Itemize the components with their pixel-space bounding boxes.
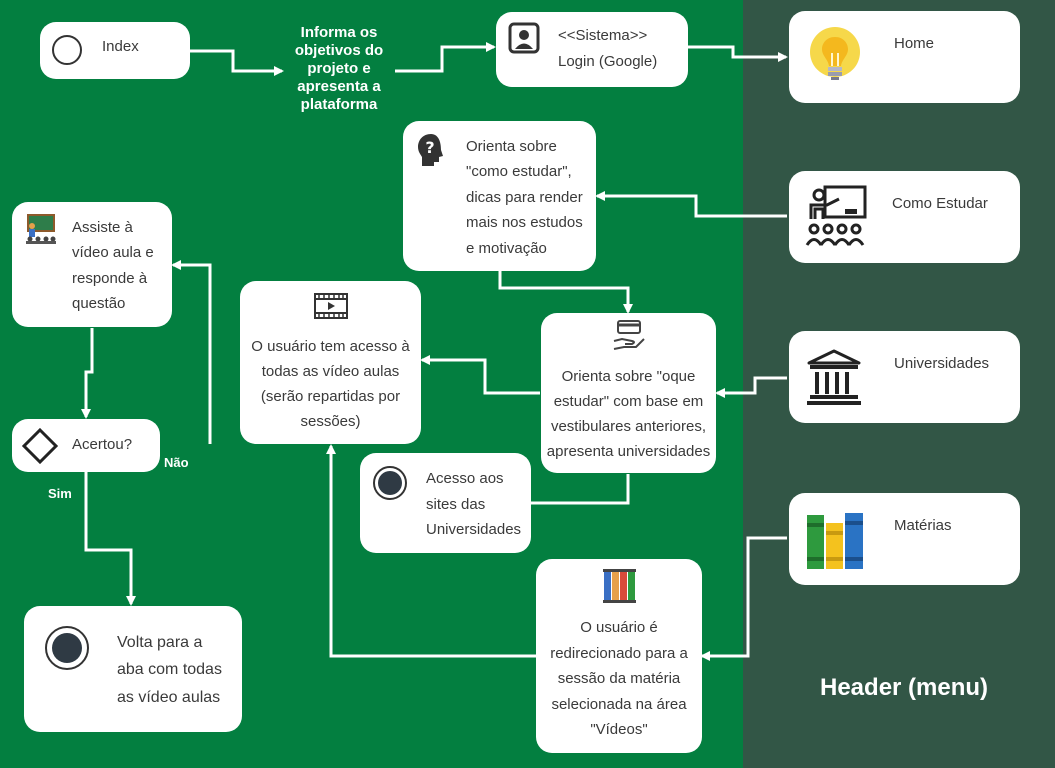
edge-label-nao: Não [164,455,189,470]
edge-oque-acesso [531,474,630,505]
edge-oque-videos [420,355,540,395]
volta-line: aba com todas [117,661,222,678]
video-aulas-line: sessões) [300,413,361,430]
orienta-oque-line: estudar" com base em [553,393,704,410]
redirecionado-line: sessão da matéria [557,670,681,687]
redirecionado-line: "Vídeos" [590,721,648,738]
video-film-icon [314,293,348,319]
objectives-text: Informa os objetivos do projeto e aprese… [284,24,394,114]
start-icon [52,35,82,65]
decision-diamond-icon [22,428,58,464]
acesso-sites-line: Acesso aos [426,470,504,487]
assiste-line: vídeo aula e [72,244,154,261]
head-question-icon: ? [418,134,443,166]
objectives-line: plataforma [300,96,378,113]
edge-login-home [688,45,788,62]
edge-acertou-volta [84,472,136,606]
objectives-line: projeto e [307,60,371,77]
end-icon [373,466,407,500]
home-label: Home [894,35,935,52]
universidades-label: Universidades [894,355,990,372]
user-icon [508,22,540,54]
acesso-sites-line: Universidades [426,521,522,538]
video-aulas-line: (serão repartidas por [260,388,401,405]
edge-index-objectives [190,49,284,76]
redirecionado-line: redirecionado para a [550,645,688,662]
materias-menu-item[interactable]: Matérias [789,493,1020,585]
home-menu-item[interactable]: Home [789,11,1020,103]
assiste-line: responde à [72,270,148,287]
books-colored-icon [603,569,636,603]
assiste-line: questão [72,295,126,312]
edge-orienta-oque [498,270,633,314]
edge-materias-redir [700,536,787,661]
orienta-oque-line: Orienta sobre "oque [561,368,696,385]
video-aulas-node[interactable]: O usuário tem acesso à todas as vídeo au… [240,281,421,444]
edge-comoestudar-orienta [595,191,787,218]
edge-universidades-oque [715,376,787,398]
como-estudar-label: Como Estudar [892,195,988,212]
como-estudar-menu-item[interactable]: Como Estudar [789,171,1020,263]
assiste-line: Assiste à [72,219,133,236]
login-stereotype: <<Sistema>> [558,27,648,44]
acesso-sites-line: sites das [426,496,486,513]
orienta-estudar-line: "como estudar", [466,163,572,180]
edge-redir-videos [326,444,536,658]
lightbulb-icon [810,27,860,80]
login-node[interactable]: <<Sistema>> Login (Google) [496,12,688,87]
universidades-menu-item[interactable]: Universidades [789,331,1020,423]
assiste-node[interactable]: Assiste à vídeo aula e responde à questã… [12,202,172,327]
orienta-estudar-line: Orienta sobre [466,138,557,155]
edge-videos-assiste [171,260,212,444]
university-building-icon [807,349,861,405]
classroom-board-icon [26,214,56,244]
login-label: Login (Google) [558,53,658,70]
redirecionado-line: selecionada na área [551,696,687,713]
index-label: Index [102,38,139,55]
edge-label-sim: Sim [48,486,72,501]
index-node[interactable]: Index [40,22,190,79]
objectives-line: objetivos do [294,42,384,59]
edge-assiste-acertou [81,328,94,419]
teacher-classroom-icon [805,185,867,246]
video-aulas-line: todas as vídeo aulas [261,363,400,380]
orienta-estudar-node[interactable]: ? Orienta sobre "como estudar", dicas pa… [403,121,596,271]
orienta-oque-node[interactable]: Orienta sobre "oque estudar" com base em… [541,313,716,473]
edge-objectives-login [395,42,496,73]
orienta-estudar-line: mais nos estudos [466,214,583,231]
redirecionado-line: O usuário é [580,619,658,636]
materias-label: Matérias [894,517,952,534]
card-hand-icon [613,320,645,350]
orienta-oque-line: apresenta universidades [546,443,711,460]
orienta-estudar-line: dicas para render [466,189,583,206]
acesso-sites-node[interactable]: Acesso aos sites das Universidades [360,453,531,553]
volta-line: Volta para a [117,634,203,651]
header-menu-title: Header (menu) [820,674,989,701]
orienta-oque-line: vestibulares anteriores, [550,418,707,435]
svg-text:?: ? [425,138,434,157]
end-icon [45,626,89,670]
video-aulas-line: O usuário tem acesso à [251,338,410,355]
volta-node[interactable]: Volta para a aba com todas as vídeo aula… [24,606,242,732]
objectives-line: apresenta a [297,78,381,95]
redirecionado-node[interactable]: O usuário é redirecionado para a sessão … [536,559,702,753]
orienta-estudar-line: e motivação [466,240,547,257]
books-icon [807,513,863,569]
objectives-line: Informa os [300,24,378,41]
acertou-decision-node[interactable]: Acertou? [12,419,160,472]
volta-line: as vídeo aulas [117,689,221,706]
acertou-label: Acertou? [72,436,133,453]
